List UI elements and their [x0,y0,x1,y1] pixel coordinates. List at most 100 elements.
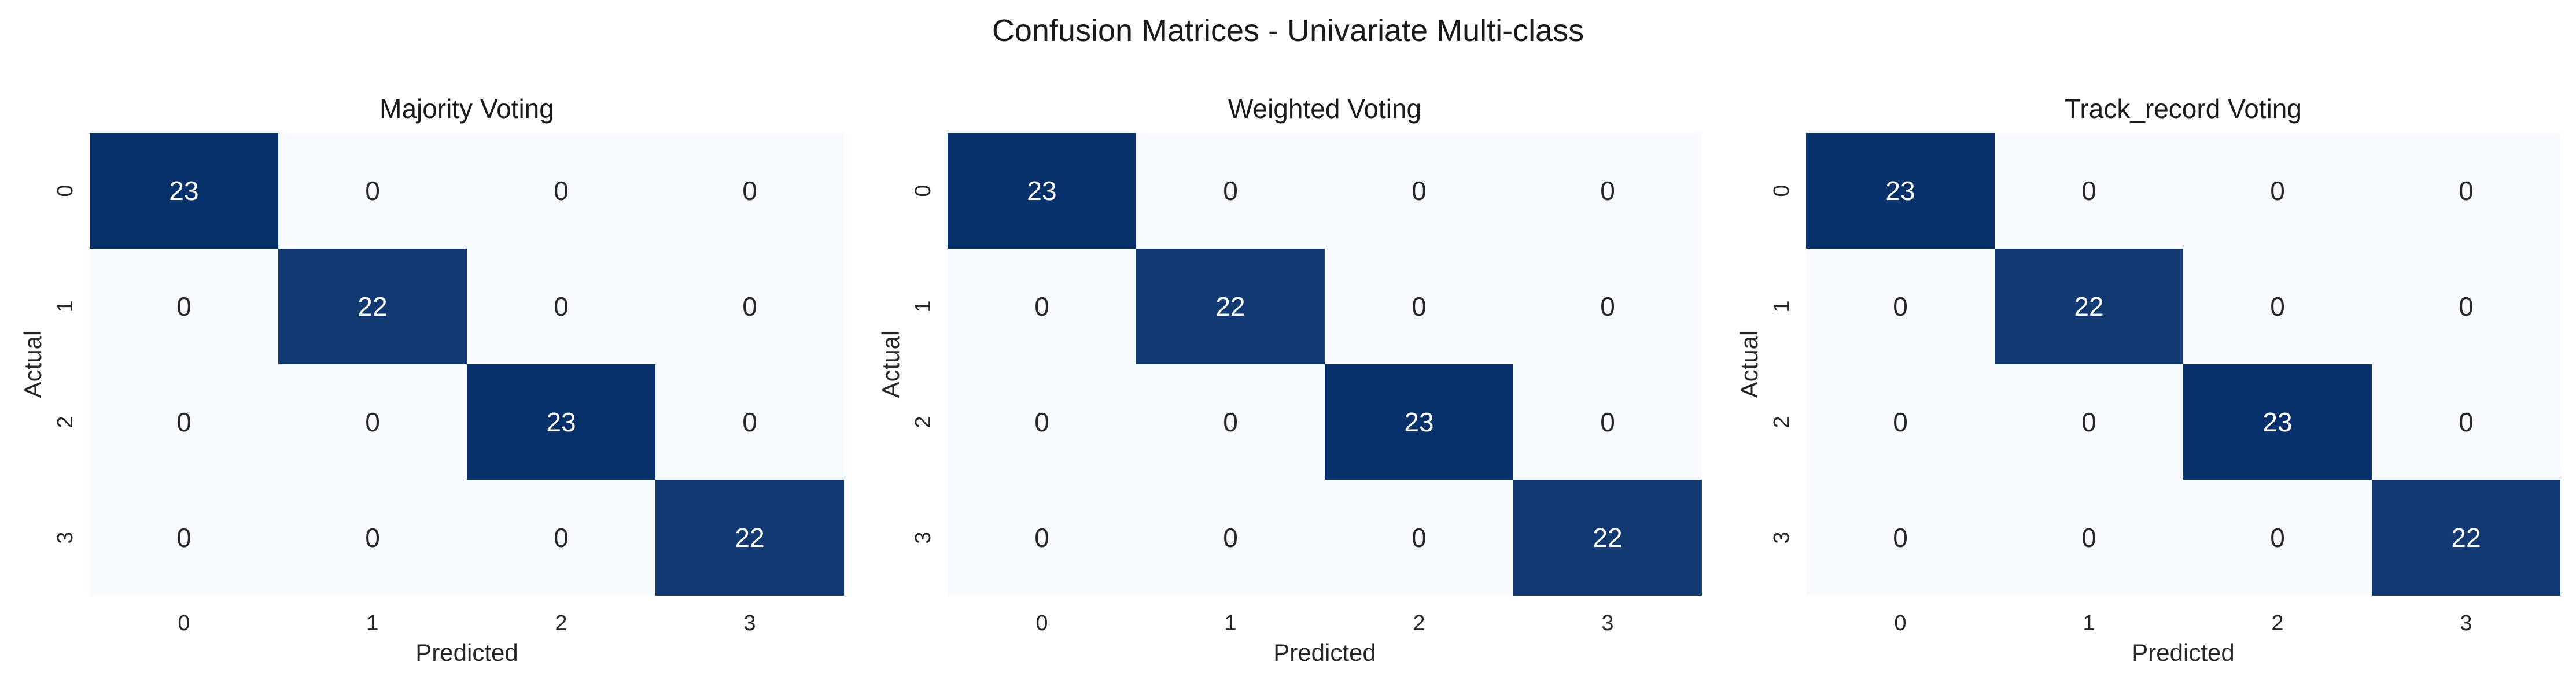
heatmap-cell [278,133,467,249]
x-tick-label: 2 [1413,611,1425,635]
heatmap-cell [1513,133,1702,249]
heatmap-cell [2183,480,2372,596]
heatmap-cell [90,364,278,480]
x-tick-label: 1 [1224,611,1236,635]
heatmap-cell [90,249,278,364]
heatmap-cell [1513,249,1702,364]
heatmap-cell [948,480,1136,596]
heatmap-cell [1995,133,2183,249]
cell-value: 0 [1034,291,1049,321]
y-tick-label: 1 [911,300,935,312]
cell-value: 0 [2081,176,2096,206]
y-tick-label: 1 [53,300,78,312]
y-tick-label: 2 [1770,416,1794,428]
cell-value: 0 [365,176,380,206]
cell-value: 0 [1034,407,1049,437]
heatmap-cell [948,364,1136,480]
cell-value: 0 [1893,407,1908,437]
figure-title: Confusion Matrices - Univariate Multi-cl… [992,13,1584,48]
heatmap-cell [1513,364,1702,480]
cell-value: 0 [2459,291,2474,321]
y-tick-label: 1 [1770,300,1794,312]
cell-value: 0 [2459,407,2474,437]
heatmap-cell [278,480,467,596]
y-tick-label: 3 [53,531,78,543]
heatmap-cell [90,480,278,596]
cell-value: 0 [1600,291,1615,321]
cell-value: 22 [735,523,764,553]
x-axis-label: Predicted [1273,639,1376,666]
x-tick-label: 1 [2083,611,2095,635]
cell-value: 0 [2081,523,2096,553]
heatmap-cell [2183,133,2372,249]
heatmap-cell [2183,249,2372,364]
cell-value: 0 [1223,523,1238,553]
cell-value: 23 [1885,176,1915,206]
heatmap-cell [467,133,655,249]
y-tick-label: 3 [911,531,935,543]
heatmap-cell [278,249,467,364]
cell-value: 23 [169,176,198,206]
heatmap-cell [1325,480,1513,596]
heatmap-cell [278,364,467,480]
heatmap-cell [467,480,655,596]
cell-value: 0 [1412,523,1427,553]
heatmap-cell [1136,480,1325,596]
y-axis-label: Actual [1735,331,1763,398]
y-axis-label: Actual [19,331,46,398]
cell-value: 22 [358,291,387,321]
x-axis-label: Predicted [415,639,518,666]
heatmap-cell [655,133,844,249]
heatmap-cell [1995,364,2183,480]
heatmap-cell [1325,364,1513,480]
heatmap-cell [2372,364,2560,480]
y-tick-label: 0 [911,184,935,197]
heatmap-cell [1513,480,1702,596]
heatmap-cell [90,133,278,249]
cell-value: 0 [554,523,569,553]
cell-value: 23 [1404,407,1433,437]
heatmap-cell [2372,480,2560,596]
heatmap-cell [1806,364,1995,480]
cell-value: 0 [1223,407,1238,437]
heatmap-cell [1325,133,1513,249]
y-axis-label: Actual [877,331,904,398]
x-tick-label: 3 [1601,611,1613,635]
cell-value: 22 [1593,523,1622,553]
y-tick-label: 2 [53,416,78,428]
x-axis-label: Predicted [2132,639,2234,666]
cell-value: 0 [1600,407,1615,437]
heatmap-cell [1995,480,2183,596]
heatmap-cell [2372,249,2560,364]
cell-value: 22 [1215,291,1245,321]
cell-value: 0 [554,291,569,321]
heatmap-cell [948,133,1136,249]
heatmap-cell [1806,133,1995,249]
heatmap-cell [655,364,844,480]
heatmap-cell [948,249,1136,364]
heatmap-cell [1806,249,1995,364]
x-tick-label: 0 [178,611,190,635]
x-tick-label: 3 [743,611,756,635]
cell-value: 0 [365,523,380,553]
cell-value: 0 [365,407,380,437]
heatmap-cell [2183,364,2372,480]
cell-value: 23 [1027,176,1056,206]
cell-value: 0 [176,523,191,553]
cell-value: 22 [2074,291,2103,321]
heatmap-cell [655,249,844,364]
x-tick-label: 3 [2460,611,2472,635]
heatmap-cell [1325,249,1513,364]
cell-value: 0 [2270,176,2285,206]
chart-title: Track_record Voting [2065,94,2302,124]
cell-value: 0 [2270,291,2285,321]
x-tick-label: 1 [366,611,378,635]
heatmap-cell [1995,249,2183,364]
cell-value: 0 [742,176,757,206]
heatmap-cell [467,364,655,480]
heatmap-cell [655,480,844,596]
